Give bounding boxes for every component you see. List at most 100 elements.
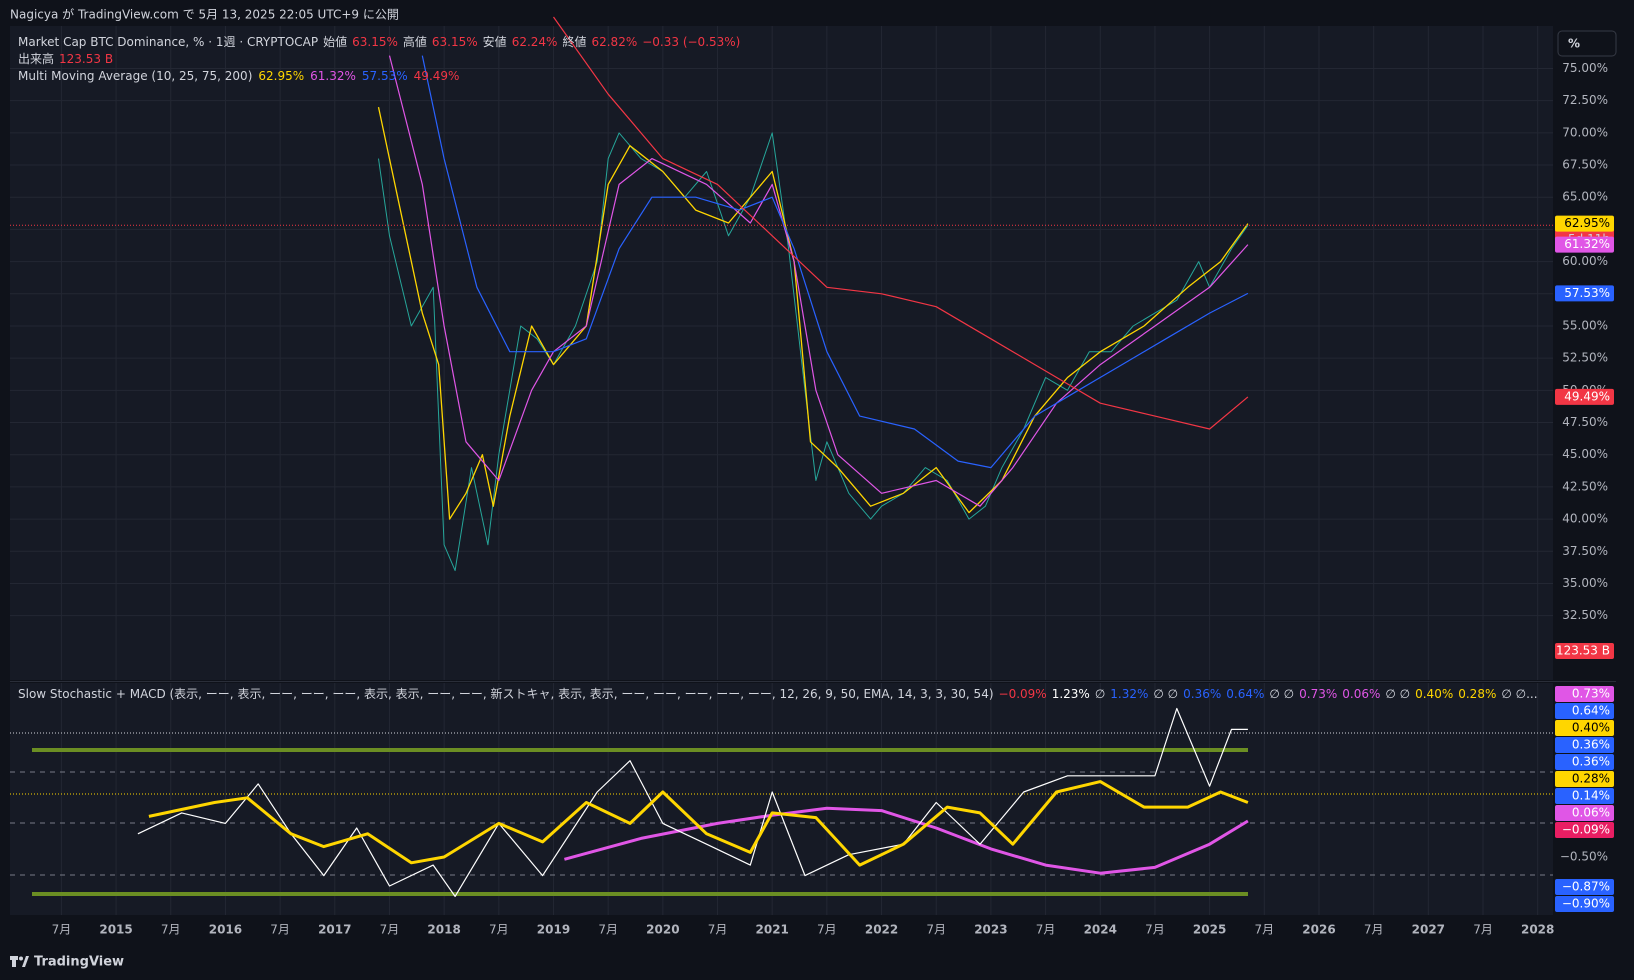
top-bar-text: Nagicya が TradingView.com で 5月 13, 2025 … [10, 7, 399, 22]
x-tick-label: 7月 [270, 923, 290, 937]
legend-item: 0.28% [1458, 687, 1496, 701]
y-tick-label: 42.50% [1562, 479, 1608, 493]
legend-item: −0.33 (−0.53%) [642, 35, 740, 49]
x-tick-label: 2020 [646, 923, 679, 937]
legend-item: 61.32% [310, 69, 356, 83]
x-tick-label: 7月 [926, 923, 946, 937]
x-tick-label: 7月 [1473, 923, 1493, 937]
price-badge-label: 0.36% [1572, 738, 1610, 752]
legend-item: 0.73% [1299, 687, 1337, 701]
price-badge-label: −0.09% [1562, 823, 1610, 837]
y-tick-label: 37.50% [1562, 544, 1608, 558]
x-tick-label: 2016 [209, 923, 242, 937]
price-badge [1555, 754, 1614, 770]
legend-item: Market Cap BTC Dominance, % · 1週 · CRYPT… [18, 35, 318, 49]
price-badge [1555, 771, 1614, 787]
scale-button-label[interactable]: % [1568, 37, 1580, 51]
price-badge-label: 0.73% [1572, 687, 1610, 701]
price-badge [1555, 285, 1614, 302]
x-tick-label: 2024 [1084, 923, 1117, 937]
y-tick-label: 35.00% [1562, 576, 1608, 590]
x-tick-label: 7月 [52, 923, 72, 937]
price-badge [1555, 643, 1614, 659]
series-line [148, 780, 1249, 867]
legend-item: 始値 [323, 34, 347, 49]
y-tick-label: 32.50% [1562, 608, 1608, 622]
y-tick-label: 55.00% [1562, 318, 1608, 332]
legend-line: Slow Stochastic + MACD (表示, ーー, 表示, ーー, … [18, 686, 1538, 701]
lower-pane [10, 683, 1553, 915]
price-badge-label: 62.95% [1564, 216, 1610, 230]
price-badge [1555, 720, 1614, 736]
legend-item: 62.95% [258, 69, 304, 83]
legend-item: 0.64% [1226, 687, 1264, 701]
x-tick-label: 2022 [865, 923, 898, 937]
x-tick-label: 2027 [1412, 923, 1445, 937]
x-tick-label: 7月 [598, 923, 618, 937]
series-line [378, 132, 1249, 572]
price-badge [1555, 822, 1614, 838]
x-tick-label: 2023 [974, 923, 1007, 937]
y-tick-label: 47.50% [1562, 415, 1608, 429]
legend-item: 高値 [403, 34, 427, 49]
legend-item: 63.15% [352, 35, 398, 49]
legend-item: ∅ ∅ [1385, 687, 1410, 701]
legend-item: Multi Moving Average (10, 25, 75, 200) [18, 69, 252, 83]
price-badge [1555, 879, 1614, 895]
price-badge-label: 57.53% [1564, 286, 1610, 300]
x-tick-label: 2015 [99, 923, 132, 937]
x-tick-label: 7月 [1364, 923, 1384, 937]
legend-item: 出来高 [18, 51, 54, 66]
legend-item: 62.24% [512, 35, 558, 49]
legend-item: ∅ ∅ [1269, 687, 1294, 701]
legend-item: 0.06% [1342, 687, 1380, 701]
price-badge [1555, 236, 1614, 253]
legend-item: 63.15% [432, 35, 478, 49]
x-tick-label: 7月 [161, 923, 181, 937]
x-tick-label: 7月 [817, 923, 837, 937]
price-badge-label: 0.28% [1572, 772, 1610, 786]
y-tick-label: 70.00% [1562, 125, 1608, 139]
legend-item: ∅ [1095, 687, 1105, 701]
price-badge-label: 0.40% [1572, 721, 1610, 735]
y-tick-label: 45.00% [1562, 447, 1608, 461]
x-tick-label: 2025 [1193, 923, 1226, 937]
logo [10, 956, 29, 967]
price-badge-label: −0.90% [1562, 897, 1610, 911]
legend-item: 62.82% [591, 35, 637, 49]
price-badge [1555, 686, 1614, 702]
price-badge [1555, 805, 1614, 821]
price-badge-label: 49.49% [1564, 389, 1610, 403]
x-tick-label: 7月 [708, 923, 728, 937]
legend-item: 57.53% [362, 69, 408, 83]
x-tick-label: 2018 [427, 923, 460, 937]
legend-item: 0.36% [1183, 687, 1221, 701]
series-line [137, 707, 1248, 897]
x-tick-label: 7月 [380, 923, 400, 937]
price-badge-label: −0.87% [1562, 880, 1610, 894]
y-tick-label: 67.50% [1562, 158, 1608, 172]
x-tick-label: 7月 [1254, 923, 1274, 937]
x-tick-label: 2021 [756, 923, 789, 937]
legend-item: 1.32% [1110, 687, 1148, 701]
legend-item: ∅ ∅... [1501, 687, 1537, 701]
x-tick-label: 2019 [537, 923, 570, 937]
price-badge-label: 0.06% [1572, 806, 1610, 820]
price-badge-label: 61.32% [1564, 237, 1610, 251]
price-badge [1555, 896, 1614, 912]
main-pane [10, 26, 1553, 680]
price-badge-label: 0.36% [1572, 755, 1610, 769]
legend-item: ∅ ∅ [1153, 687, 1178, 701]
scale-button[interactable] [1557, 30, 1617, 57]
legend-line: Multi Moving Average (10, 25, 75, 200) 62… [18, 69, 459, 83]
legend-item: 0.40% [1415, 687, 1453, 701]
x-tick-label: 2017 [318, 923, 351, 937]
x-tick-label: 2028 [1521, 923, 1554, 937]
price-badge [1555, 215, 1614, 232]
price-badge [1555, 788, 1614, 804]
price-badge-label: 123.53 B [1556, 644, 1610, 658]
y-tick-label: 72.50% [1562, 93, 1608, 107]
price-badge [1555, 703, 1614, 719]
legend-item: 49.49% [414, 69, 460, 83]
